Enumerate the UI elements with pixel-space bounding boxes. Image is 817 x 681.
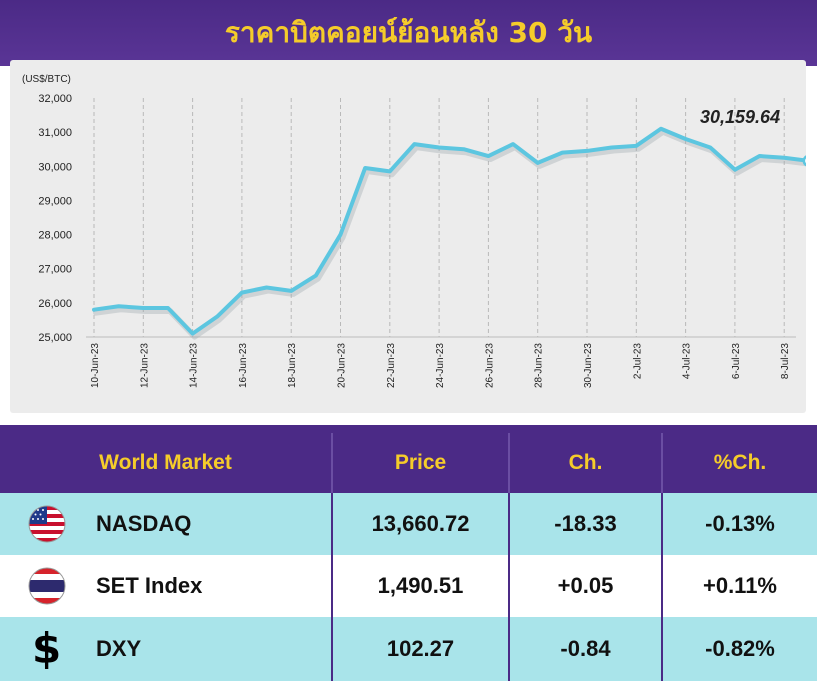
price-cell: 102.27 (333, 617, 510, 681)
table-row: NASDAQ 13,660.72 -18.33 -0.13% (0, 493, 817, 555)
market-name: NASDAQ (96, 511, 192, 536)
y-tick-label: 26,000 (38, 298, 72, 310)
market-name: DXY (96, 636, 142, 661)
y-tick-label: 29,000 (38, 195, 72, 207)
market-name-cell: $ DXY (0, 617, 333, 681)
x-tick-label: 6-Jul-23 (731, 343, 742, 380)
percent-change-cell: -0.13% (705, 511, 775, 536)
btc-price-chart: (US$/BTC) 25,000 26,000 27,000 28,000 29,000… (22, 74, 806, 388)
change-cell: -18.33 (510, 493, 663, 555)
y-tick-label: 32,000 (38, 93, 72, 105)
y-tick-label: 25,000 (38, 332, 72, 344)
unit-label: (US$/BTC) (22, 74, 71, 85)
header-band: ราคาบิตคอยน์ย้อนหลัง 30 วัน (0, 0, 817, 66)
x-tick-label: 26-Jun-23 (484, 343, 495, 388)
table-row: $ DXY 102.27 -0.84 -0.82% (0, 617, 817, 681)
x-tick-label: 16-Jun-23 (238, 343, 249, 388)
page-title: ราคาบิตคอยน์ย้อนหลัง 30 วัน (224, 16, 593, 49)
last-point-marker (802, 155, 806, 167)
last-value-label: 30,159.64 (700, 107, 780, 127)
y-tick-label: 30,000 (38, 161, 72, 173)
world-market-table: World Market Price Ch. %Ch. (0, 425, 817, 681)
x-tick-label: 14-Jun-23 (189, 343, 200, 388)
thai-flag-icon (28, 567, 66, 605)
market-name-cell: NASDAQ (0, 493, 333, 555)
x-tick-label: 2-Jul-23 (632, 343, 643, 380)
x-tick-label: 4-Jul-23 (682, 343, 693, 380)
change-cell: -0.84 (510, 617, 663, 681)
chart-card: (US$/BTC) 25,000 26,000 27,000 28,000 29,000… (10, 60, 806, 413)
x-tick-label: 24-Jun-23 (435, 343, 446, 388)
x-tick-label: 8-Jul-23 (780, 343, 791, 380)
x-tick-label: 22-Jun-23 (386, 343, 397, 388)
x-tick-label: 10-Jun-23 (90, 343, 101, 388)
header-percent-change: %Ch. (713, 451, 767, 474)
x-tick-label: 12-Jun-23 (139, 343, 150, 388)
header-world-market: World Market (0, 433, 333, 493)
header-change: Ch. (510, 433, 663, 493)
price-cell: 1,490.51 (333, 555, 510, 617)
change-cell: +0.05 (510, 555, 663, 617)
x-tick-label: 28-Jun-23 (534, 343, 545, 388)
us-flag-icon (28, 505, 66, 543)
x-tick-label: 30-Jun-23 (583, 343, 594, 388)
price-cell: 13,660.72 (333, 493, 510, 555)
x-tick-label: 20-Jun-23 (337, 343, 348, 388)
market-name: SET Index (96, 573, 203, 598)
y-tick-label: 27,000 (38, 264, 72, 276)
dollar-icon: $ (32, 624, 62, 673)
table-row: SET Index 1,490.51 +0.05 +0.11% (0, 555, 817, 617)
x-tick-label: 18-Jun-23 (287, 343, 298, 388)
series-line (92, 126, 806, 336)
market-name-cell: SET Index (0, 555, 333, 617)
table-header-row: World Market Price Ch. %Ch. (0, 433, 817, 493)
y-tick-label: 28,000 (38, 230, 72, 242)
y-tick-label: 31,000 (38, 127, 72, 139)
series-line-shadow (93, 128, 806, 340)
percent-change-cell: +0.11% (702, 573, 777, 598)
header-price: Price (333, 433, 510, 493)
percent-change-cell: -0.82% (705, 636, 775, 661)
